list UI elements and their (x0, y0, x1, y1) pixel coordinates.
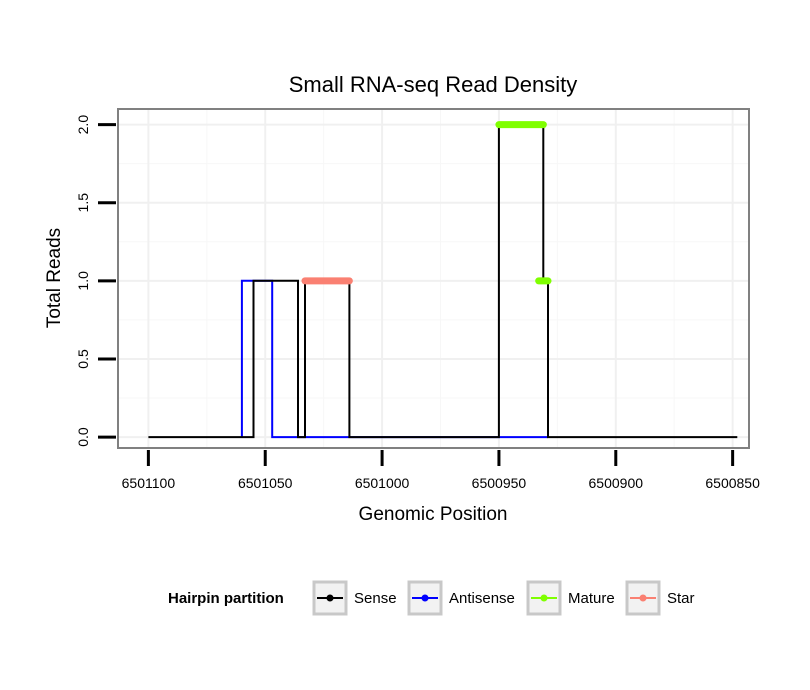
y-tick-label: 0.5 (75, 349, 91, 369)
legend-key-dot (639, 594, 647, 602)
plot-border (117, 108, 750, 449)
legend-item-mature: Mature (526, 580, 615, 616)
legend-key-dot (421, 594, 429, 602)
y-tick-label: 0.0 (75, 427, 91, 447)
x-axis: 6501100 6501050 6501000 6500950 6500900 65008… (122, 450, 760, 491)
legend-label: Sense (354, 590, 397, 607)
x-tick-label: 6501000 (355, 475, 410, 491)
series-layer (148, 121, 738, 439)
grid-minor (118, 109, 749, 448)
y-tick-label: 2.0 (75, 115, 91, 135)
x-tick-label: 6500950 (472, 475, 527, 491)
legend-label: Star (667, 590, 695, 607)
legend-key-dot (540, 594, 548, 602)
legend-item-star: Star (625, 580, 695, 616)
y-axis: 0.0 0.5 1.0 1.5 2.0 (75, 115, 116, 447)
x-axis-label: Genomic Position (359, 504, 508, 525)
legend-label: Antisense (449, 590, 515, 607)
y-tick-label: 1.0 (75, 271, 91, 291)
y-tick-label: 1.5 (75, 193, 91, 213)
x-tick-label: 6501050 (238, 475, 293, 491)
legend-item-antisense: Antisense (407, 580, 515, 616)
legend-item-sense: Sense (312, 580, 397, 616)
legend-key-dot (326, 594, 334, 602)
x-tick-label: 6500900 (589, 475, 644, 491)
x-tick-label: 6500850 (705, 475, 760, 491)
y-axis-label: Total Reads (44, 228, 65, 328)
legend-title: Hairpin partition (168, 590, 284, 607)
legend-items: Sense Antisense Mature Star (312, 580, 695, 616)
chart-title: Small RNA-seq Read Density (289, 72, 578, 97)
plot-panel (118, 109, 749, 448)
legend: Hairpin partition Sense Antisense Mature St… (168, 580, 695, 616)
x-tick-label: 6501100 (122, 475, 176, 491)
legend-label: Mature (568, 590, 615, 607)
